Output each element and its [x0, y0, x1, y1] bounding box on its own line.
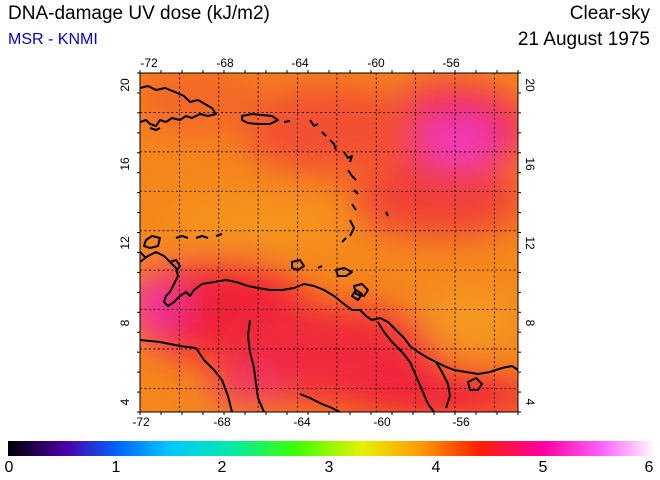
- colorbar-label: 5: [538, 459, 548, 476]
- lon-tick-top: -56: [442, 56, 460, 70]
- lon-tick-top: -68: [216, 56, 234, 70]
- map-date: 21 August 1975: [517, 29, 650, 50]
- lat-tick-left: 16: [118, 157, 132, 171]
- source-label: MSR - KNMI: [8, 31, 98, 48]
- lat-tick-left: 20: [118, 78, 132, 92]
- lat-tick-left: 12: [118, 236, 132, 250]
- colorbar-label: 4: [431, 459, 441, 476]
- lon-tick-bottom: -56: [452, 415, 470, 429]
- lon-tick-top: -64: [291, 56, 309, 70]
- map-title: DNA-damage UV dose (kJ/m2): [8, 3, 270, 24]
- colorbar-label: 3: [324, 459, 334, 476]
- coastlines: [140, 85, 518, 412]
- uv-field: [140, 73, 518, 412]
- lat-tick-left: 4: [118, 398, 132, 406]
- lon-tick-bottom: -60: [373, 415, 391, 429]
- colorbar-label: 0: [4, 459, 14, 476]
- lon-tick-bottom: -68: [213, 415, 231, 429]
- colorbar-label: 2: [217, 459, 227, 476]
- colorbar: [8, 441, 653, 456]
- lat-tick-right: 8: [523, 319, 537, 327]
- lat-lon-grid: [140, 73, 518, 412]
- lon-tick-bottom: -72: [132, 415, 150, 429]
- lat-tick-right: 12: [523, 236, 537, 250]
- lon-tick-top: -72: [140, 56, 158, 70]
- colorbar-label: 6: [644, 459, 654, 476]
- lat-tick-right: 16: [523, 157, 537, 171]
- tick-marks: [137, 70, 521, 415]
- sky-condition: Clear-sky: [569, 3, 650, 24]
- lat-tick-right: 4: [523, 398, 537, 406]
- lon-tick-bottom: -64: [293, 415, 311, 429]
- lat-tick-right: 20: [523, 78, 537, 92]
- lon-tick-top: -60: [367, 56, 385, 70]
- colorbar-label: 1: [111, 459, 121, 476]
- lat-tick-left: 8: [118, 319, 132, 327]
